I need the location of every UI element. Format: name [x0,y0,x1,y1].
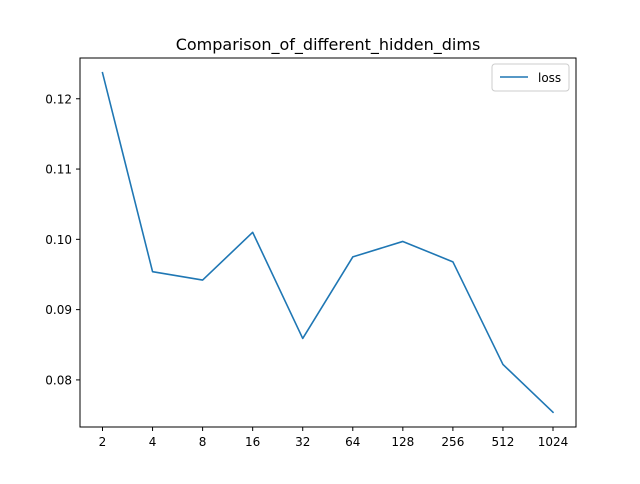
x-tick-label: 512 [491,435,514,449]
plot-frame [79,57,577,428]
x-tick-label: 8 [199,435,207,449]
y-tick-label: 0.09 [45,303,72,317]
x-tick-label: 2 [99,435,107,449]
x-tick-label: 64 [345,435,360,449]
y-tick-label: 0.11 [45,163,72,177]
y-tick-label: 0.10 [45,233,72,247]
series-line-loss [101,71,555,414]
chart-title: Comparison_of_different_hidden_dims [176,35,481,55]
x-tick-label: 1024 [538,435,569,449]
x-tick-label: 128 [391,435,414,449]
y-tick-label: 0.12 [45,92,72,106]
x-axis-ticks: 2 4 8 16 32 64 128 256 512 1024 [99,427,569,449]
x-tick-label: 4 [149,435,157,449]
legend-label-loss: loss [538,71,561,85]
x-tick-label: 16 [245,435,260,449]
plot-lines [101,71,555,414]
x-tick-label: 32 [295,435,310,449]
y-tick-label: 0.08 [45,373,72,387]
legend: loss [491,63,570,92]
y-axis-ticks: 0.08 0.09 0.10 0.11 0.12 [45,92,80,387]
x-tick-label: 256 [441,435,464,449]
legend-box [491,63,570,92]
